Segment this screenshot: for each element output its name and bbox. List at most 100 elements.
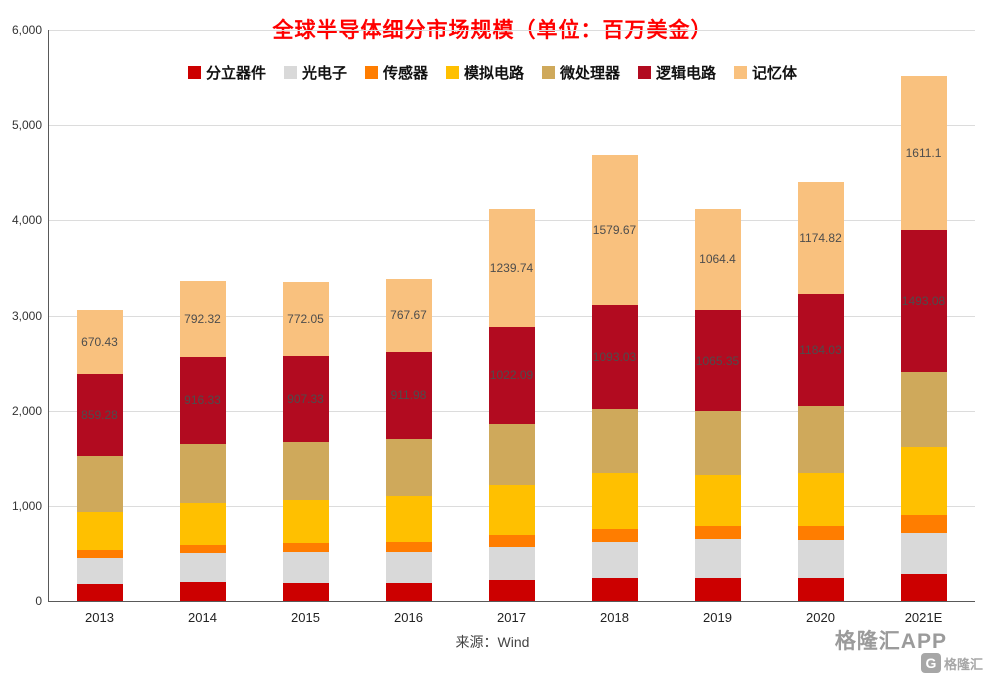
bar-segment-传感器-2014 [179, 545, 226, 554]
data-label-逻辑电路-2015: 907.33 [287, 391, 324, 406]
bar-segment-记忆体-2020 [797, 181, 844, 294]
legend-swatch [734, 66, 748, 79]
data-label-逻辑电路-2019: 1065.35 [695, 353, 740, 368]
x-axis [48, 601, 975, 602]
gridline [48, 30, 975, 31]
y-axis-tick-label: 1,000 [11, 498, 42, 513]
bar-segment-逻辑电路-2014 [179, 356, 226, 444]
bar-segment-分立器件-2019 [694, 578, 741, 601]
bar-segment-光电子-2015 [282, 551, 329, 584]
data-label-逻辑电路-2014: 916.33 [184, 393, 221, 408]
bar-segment-记忆体-2019 [694, 208, 741, 310]
bar-segment-逻辑电路-2018 [591, 305, 638, 410]
x-axis-tick-label: 2019 [703, 610, 732, 625]
gridline [48, 125, 975, 127]
legend-label: 分立器件 [205, 65, 266, 82]
bar-segment-分立器件-2015 [282, 583, 329, 601]
data-label-逻辑电路-2018: 1093.03 [592, 350, 637, 365]
legend-swatch [364, 66, 378, 79]
bar-segment-微处理器-2021E [900, 371, 947, 447]
x-axis-tick-label: 2020 [806, 610, 835, 625]
data-label-记忆体-2015: 772.05 [287, 311, 324, 326]
bar-segment-光电子-2018 [591, 541, 638, 579]
data-label-逻辑电路-2013: 859.28 [81, 407, 118, 422]
data-label-记忆体-2020: 1174.82 [799, 230, 842, 245]
gelonghui-logo: G 格隆汇 [920, 653, 983, 673]
bar-segment-分立器件-2017 [488, 580, 535, 601]
bar-segment-传感器-2021E [900, 515, 947, 534]
bar-segment-微处理器-2014 [179, 443, 226, 503]
bar-segment-逻辑电路-2020 [797, 293, 844, 407]
bar-segment-分立器件-2013 [76, 583, 123, 601]
bar-segment-微处理器-2020 [797, 406, 844, 473]
bar-segment-逻辑电路-2013 [76, 374, 123, 456]
bar-segment-传感器-2013 [76, 549, 123, 558]
bar-segment-记忆体-2015 [282, 282, 329, 356]
legend-swatch [283, 66, 297, 79]
bar-segment-传感器-2015 [282, 543, 329, 552]
bar-segment-光电子-2021E [900, 533, 947, 575]
legend-item-模拟电路: 模拟电路 [445, 62, 524, 83]
bar-segment-模拟电路-2019 [694, 474, 741, 526]
bar-segment-记忆体-2013 [76, 310, 123, 375]
bar-segment-光电子-2014 [179, 553, 226, 582]
bar-segment-模拟电路-2018 [591, 473, 638, 530]
bar-segment-逻辑电路-2015 [282, 355, 329, 442]
bar-segment-分立器件-2018 [591, 578, 638, 601]
gelonghui-logo-text: 格隆汇 [943, 656, 983, 672]
data-label-记忆体-2019: 1064.4 [699, 252, 736, 267]
watermark-gelonghui: 格隆汇APP [834, 630, 947, 653]
y-axis [48, 30, 49, 601]
bar-segment-模拟电路-2014 [179, 502, 226, 546]
x-axis-tick-label: 2016 [394, 610, 423, 625]
bar-segment-光电子-2019 [694, 538, 741, 579]
gelonghui-logo-icon: G [920, 653, 941, 673]
data-label-逻辑电路-2016: 911.98 [390, 388, 427, 403]
y-axis-tick-label: 3,000 [11, 308, 42, 323]
data-label-记忆体-2016: 767.67 [390, 308, 427, 323]
legend-label: 微处理器 [560, 65, 621, 82]
legend-item-光电子: 光电子 [283, 62, 347, 83]
bar-segment-模拟电路-2021E [900, 446, 947, 516]
bar-segment-传感器-2020 [797, 525, 844, 540]
y-axis-tick-label: 5,000 [11, 118, 42, 133]
x-axis-tick-label: 2018 [600, 610, 629, 625]
bar-segment-记忆体-2021E [900, 76, 947, 230]
legend-label: 逻辑电路 [656, 65, 717, 82]
bar-segment-光电子-2017 [488, 547, 535, 581]
legend-item-分立器件: 分立器件 [187, 62, 266, 83]
bar-segment-传感器-2018 [591, 529, 638, 542]
legend-item-逻辑电路: 逻辑电路 [638, 62, 716, 83]
bar-segment-光电子-2013 [76, 557, 123, 584]
data-label-逻辑电路-2020: 1184.03 [799, 343, 842, 358]
bar-segment-模拟电路-2016 [385, 496, 432, 542]
data-label-记忆体-2017: 1239.74 [489, 260, 534, 275]
bar-segment-分立器件-2016 [385, 582, 432, 601]
data-label-记忆体-2021E: 1611.1 [905, 145, 942, 160]
bar-segment-传感器-2019 [694, 525, 741, 539]
x-axis-tick-label: 2015 [291, 610, 320, 625]
bar-segment-记忆体-2018 [591, 154, 638, 306]
legend-swatch [638, 66, 652, 79]
x-axis-tick-label: 2013 [85, 610, 114, 625]
y-axis-tick-label: 4,000 [11, 213, 42, 228]
bar-segment-微处理器-2016 [385, 438, 432, 497]
x-axis-tick-label: 2017 [497, 610, 526, 625]
legend-swatch [542, 66, 555, 79]
bar-segment-传感器-2017 [488, 535, 535, 548]
legend-label: 模拟电路 [463, 65, 524, 82]
legend-item-微处理器: 微处理器 [542, 62, 620, 83]
bar-segment-分立器件-2020 [797, 578, 844, 601]
legend-swatch [187, 66, 201, 79]
legend-item-记忆体: 记忆体 [734, 62, 797, 83]
legend-label: 光电子 [301, 65, 347, 82]
legend-item-传感器: 传感器 [364, 62, 428, 83]
data-label-记忆体-2013: 670.43 [81, 335, 118, 350]
x-axis-tick-label: 2021E [904, 610, 943, 625]
legend-swatch [445, 66, 459, 79]
bar-segment-模拟电路-2013 [76, 511, 123, 550]
data-label-逻辑电路-2017: 1022.09 [489, 368, 534, 383]
bar-segment-微处理器-2018 [591, 409, 638, 474]
